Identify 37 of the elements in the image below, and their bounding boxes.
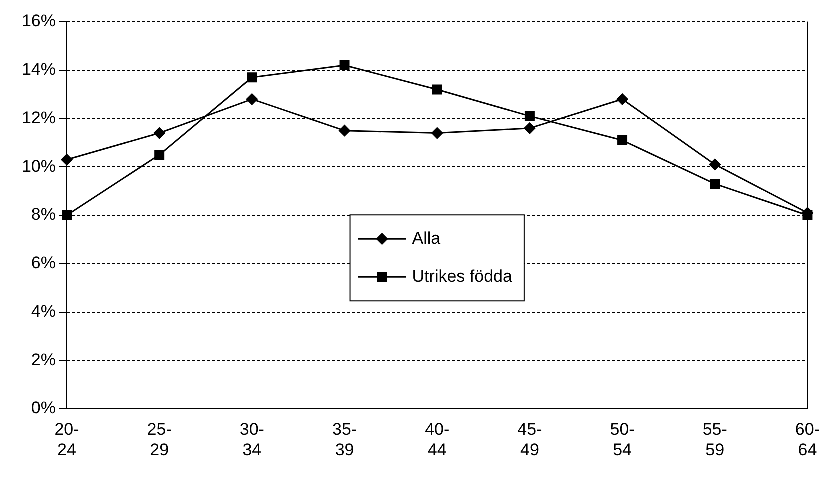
x-tick-label: 30-34 (240, 420, 264, 460)
y-tick-label: 0% (31, 398, 56, 418)
point (524, 122, 536, 134)
point (62, 210, 72, 220)
point (524, 111, 535, 122)
x-tick-label: 25-29 (147, 420, 172, 460)
point (61, 154, 73, 166)
y-tick-label: 8% (31, 205, 56, 224)
y-tick-label: 4% (31, 302, 56, 321)
y-tick-label: 12% (22, 108, 56, 128)
x-tick-label: 35-39 (332, 420, 358, 460)
y-tick-label: 6% (31, 254, 56, 273)
point (432, 128, 444, 140)
y-tick-label: 10% (22, 156, 56, 176)
point (618, 136, 628, 146)
point (154, 150, 165, 160)
y-tick-label: 16% (22, 12, 56, 31)
point (710, 179, 720, 190)
point (246, 94, 258, 106)
point (247, 72, 258, 83)
x-tick-label: 50-54 (610, 420, 635, 460)
point (802, 210, 813, 220)
x-tick-label: 40-44 (425, 420, 450, 460)
x-tick-label: 60-64 (795, 420, 820, 460)
point (616, 94, 628, 106)
point (339, 125, 351, 137)
x-tick-label: 20-24 (54, 420, 80, 460)
y-tick-label: 2% (31, 350, 56, 370)
x-tick-label: 55-59 (702, 420, 728, 460)
legend-label: Utrikes födda (412, 266, 513, 286)
legend-label: Alla (412, 228, 442, 248)
point (709, 158, 721, 170)
point (154, 128, 166, 140)
point (432, 84, 442, 95)
y-tick-label: 14% (22, 60, 56, 80)
x-tick-label: 45-49 (518, 420, 542, 460)
point (340, 60, 350, 71)
